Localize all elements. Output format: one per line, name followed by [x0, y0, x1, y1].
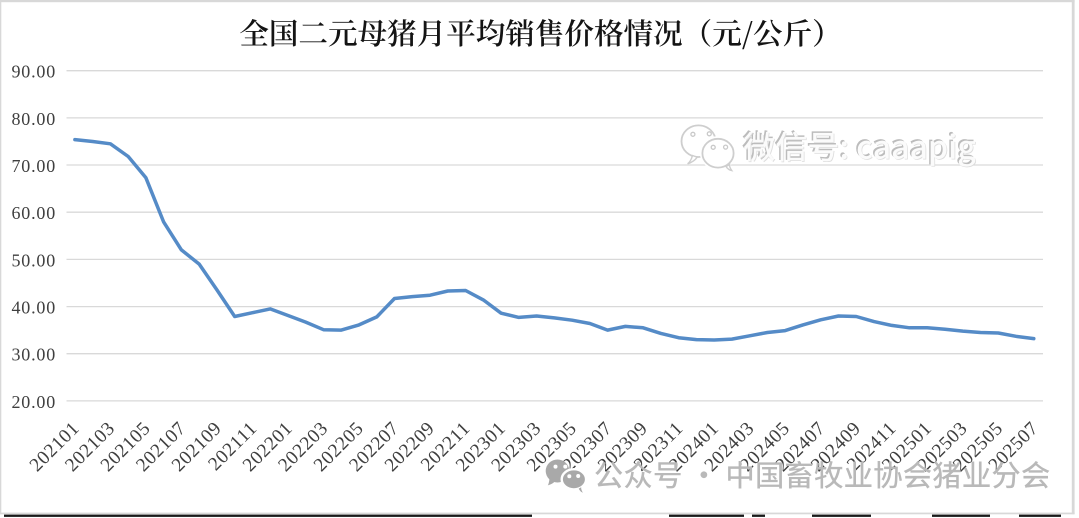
cutoff-segment: [1019, 514, 1061, 517]
chat-bubble-eye: [563, 464, 568, 469]
title-glyphs: [240, 18, 823, 50]
chat-bubble-tail: [547, 478, 556, 486]
y-tick-label: 90.00: [12, 62, 57, 82]
watermark-center: [680, 124, 977, 172]
y-tick-label: 50.00: [12, 250, 57, 270]
chat-bubble-tail: [578, 487, 583, 493]
chat-bubble-tail: [724, 163, 734, 172]
price-series-line: [73, 137, 1036, 342]
y-tick-label: 60.00: [12, 203, 57, 223]
y-tick-label: 40.00: [12, 298, 57, 318]
cutoff-segment: [4, 514, 532, 517]
chat-bubble-eye: [710, 144, 716, 150]
cutoff-segment: [752, 514, 765, 517]
chat-bubble-eye: [567, 474, 572, 479]
chat-bubble-eye: [706, 131, 712, 137]
chat-bubble-eye: [576, 474, 581, 478]
cutoff-segment: [669, 514, 744, 517]
wechat-icon: [545, 459, 588, 493]
chat-bubble-eye: [553, 464, 558, 469]
chat-bubble-tail: [687, 154, 699, 165]
y-tick-label: 20.00: [12, 392, 57, 412]
y-tick-label: 70.00: [12, 156, 57, 176]
gridlines: [66, 70, 1043, 402]
frame-edge-right: [1071, 0, 1075, 515]
glyph-fill: [595, 460, 1050, 489]
chat-bubble-eye: [690, 131, 696, 137]
watermark-bottom-glyphs: [595, 460, 1050, 489]
wechat-icon: [680, 124, 737, 172]
watermark-center-glyphs: [742, 130, 977, 168]
cutoff-content-edge: [4, 514, 1061, 517]
glyph-fill: [743, 131, 976, 167]
frame-edge-left: [0, 0, 2, 515]
y-tick-label: 80.00: [12, 109, 57, 129]
watermark-bottom: [545, 459, 1050, 493]
frame-edge-bottom: [0, 512, 1075, 515]
chat-bubble-small: [701, 137, 735, 169]
y-axis-labels: 90.00 80.00 70.00 60.00 50.00 40.00 30.00 20.00: [12, 62, 57, 412]
cutoff-segment: [812, 514, 871, 517]
chat-bubble-eye: [722, 144, 729, 150]
frame-edge-top: [0, 0, 1075, 3]
y-tick-label: 30.00: [12, 345, 57, 365]
chat-bubble-small: [560, 467, 588, 491]
chart-title: [240, 18, 823, 50]
cutoff-segment: [932, 514, 990, 517]
